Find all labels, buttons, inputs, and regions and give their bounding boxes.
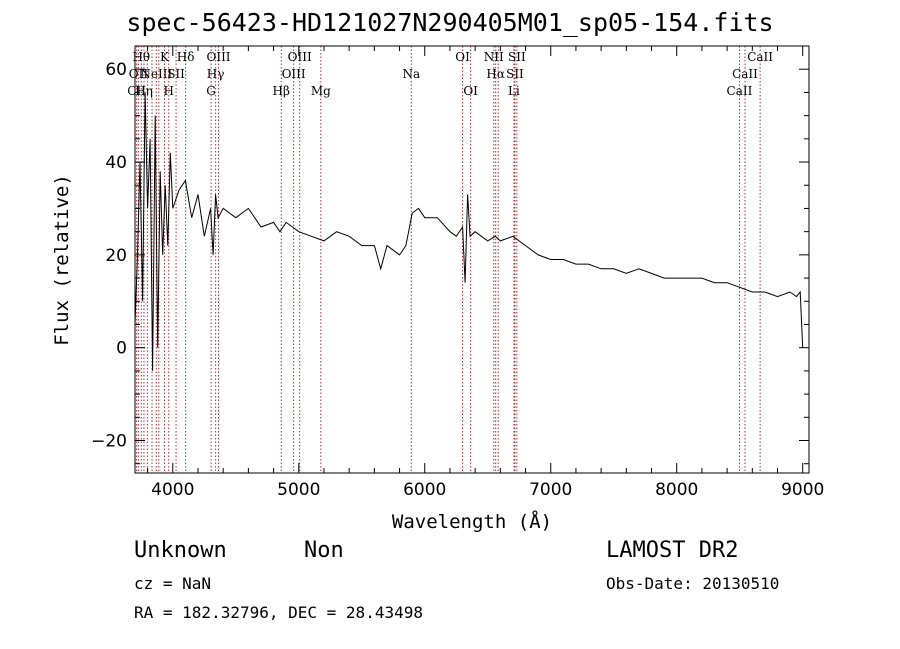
spectrum-line	[134, 92, 804, 371]
y-tick-label: 20	[105, 246, 127, 266]
line-label: SII	[167, 67, 185, 81]
line-label: CaII	[747, 50, 773, 64]
line-label: Hη	[135, 84, 153, 98]
subclass-label: Non	[304, 538, 344, 563]
line-label: Hγ	[207, 67, 225, 81]
spectral-line-labels: CII OII Hθ Hη NeIII K H SII Hδ G Hγ OIII Hβ OIII OIII M…	[127, 50, 773, 98]
line-label: OIII	[282, 67, 306, 81]
x-tick-label: 7000	[529, 480, 572, 500]
line-label: Na	[402, 67, 420, 81]
x-tick-label: 4000	[151, 480, 194, 500]
line-label: Hθ	[132, 50, 150, 64]
plot-frame	[134, 45, 810, 474]
line-label: CaII	[727, 84, 753, 98]
y-tick-label: 60	[105, 60, 127, 80]
x-tick-label: 9000	[781, 480, 824, 500]
line-label: K	[160, 50, 170, 64]
line-label: CaII	[732, 67, 758, 81]
line-label: Li	[508, 84, 520, 98]
line-label: Hα	[486, 67, 505, 81]
line-label: CII	[127, 84, 146, 98]
spectral-line-markers	[136, 46, 761, 473]
survey-label: LAMOST DR2	[606, 538, 739, 563]
coords-text: RA = 182.32796, DEC = 28.43498	[134, 603, 423, 622]
x-tick-label: 8000	[655, 480, 698, 500]
axis-tick-labels: 4000 5000 6000 7000 8000 9000 −20 0 20 40 60	[91, 60, 824, 500]
class-label: Unknown	[134, 538, 227, 563]
chart-title: spec-56423-HD121027N290405M01_sp05-154.f…	[126, 8, 774, 37]
line-label: NeIII	[140, 67, 172, 81]
x-tick-label: 5000	[277, 480, 320, 500]
y-tick-label: 40	[105, 153, 127, 173]
y-axis-label: Flux (relative)	[51, 174, 73, 346]
line-label: Hδ	[177, 50, 195, 64]
line-label: OII	[129, 67, 149, 81]
y-tick-label: −20	[91, 432, 127, 452]
obs-date-text: Obs-Date: 20130510	[606, 574, 780, 593]
axis-ticks	[135, 45, 809, 473]
line-label: OIII	[288, 50, 312, 64]
line-label: Hβ	[273, 84, 290, 98]
line-label: H	[164, 84, 174, 98]
line-label: OIII	[206, 50, 230, 64]
line-label: OI	[455, 50, 470, 64]
x-tick-label: 6000	[403, 480, 446, 500]
redshift-text: cz = NaN	[134, 574, 212, 593]
x-axis-label: Wavelength (Å)	[392, 510, 552, 533]
line-label: G	[206, 84, 216, 98]
line-label: SII	[506, 67, 524, 81]
y-tick-label: 0	[116, 339, 127, 359]
line-label: NII	[484, 50, 504, 64]
line-label: OI	[463, 84, 478, 98]
line-label: Mg	[311, 84, 331, 98]
line-label: SII	[508, 50, 526, 64]
